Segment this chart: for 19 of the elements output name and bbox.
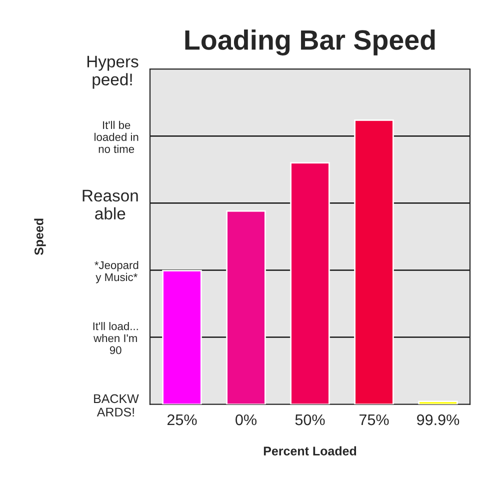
bar <box>354 119 394 404</box>
text: It'll be loaded in no time <box>94 120 138 153</box>
bar <box>418 400 458 404</box>
bar <box>290 162 330 404</box>
x-tick-label: 99.9% <box>417 414 460 426</box>
chart-title: Loading Bar Speed <box>185 29 435 56</box>
x-tick-label: 50% <box>295 414 325 426</box>
x-tick-label: 75% <box>359 414 389 426</box>
text: *Jeopard y Music* <box>94 260 138 284</box>
text: BACKW ARDS! <box>94 394 139 417</box>
x-axis-title: Percent Loaded <box>264 446 356 456</box>
x-tick-label: 0% <box>236 414 256 426</box>
text: It'll load... when I'm 90 <box>93 322 138 354</box>
text: Reason able <box>82 190 138 220</box>
bar <box>162 270 202 404</box>
text: Hypers peed! <box>87 56 138 89</box>
bar <box>226 210 266 404</box>
x-tick-label: 25% <box>167 414 197 426</box>
text: Speed <box>34 218 46 256</box>
